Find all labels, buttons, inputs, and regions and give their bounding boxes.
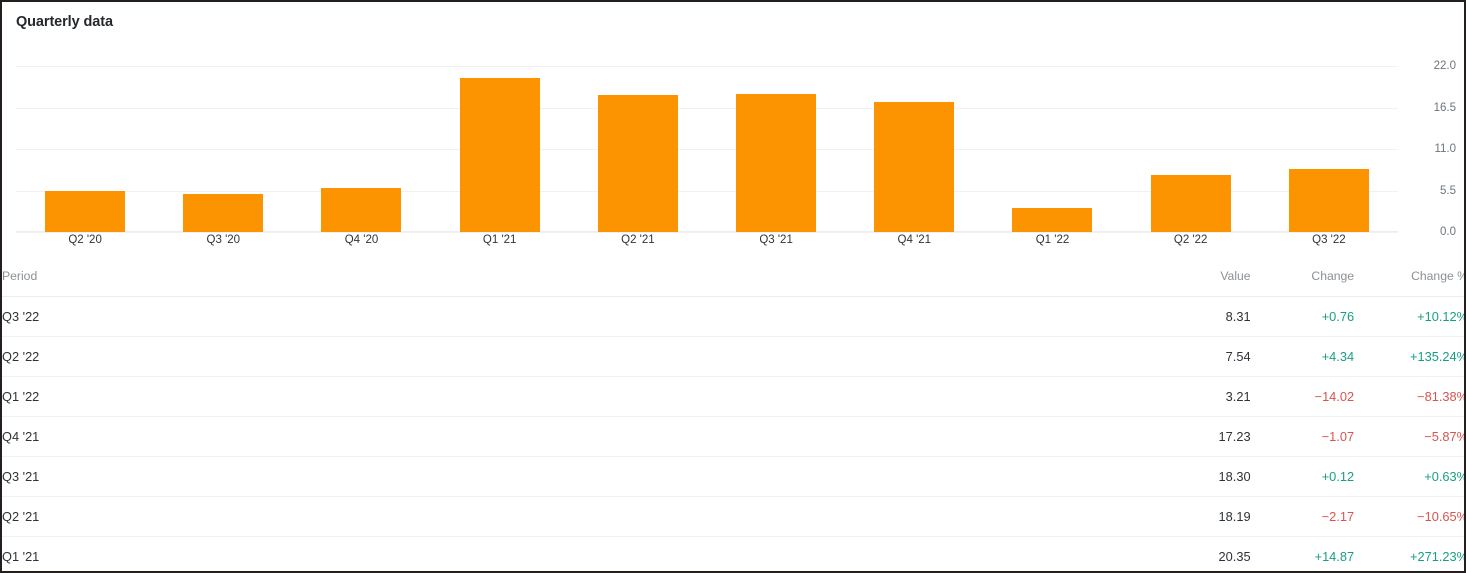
table-row[interactable]: Q1 '22 3.21 −14.02 −81.38% (2, 376, 1464, 417)
x-axis-tick-label: Q1 '21 (482, 234, 517, 246)
x-axis-tick-label: Q3 '21 (759, 234, 793, 246)
y-axis-tick-label: 0.0 (1440, 226, 1456, 238)
bar[interactable] (183, 193, 264, 232)
bar-slot (569, 66, 707, 232)
cell-change-pct: +135.24% (1354, 336, 1464, 377)
cell-period: Q4 '21 (2, 416, 1162, 457)
bar[interactable] (459, 78, 540, 232)
cell-value: 18.30 (1161, 456, 1251, 497)
x-axis-tick-label: Q4 '20 (344, 234, 379, 246)
cell-change: −2.17 (1250, 496, 1355, 537)
data-table: Period Value Change Change % Q3 '22 8.31 +… (2, 256, 1466, 571)
bar-slot (983, 66, 1121, 232)
bar-slot (154, 66, 292, 232)
cell-period: Q3 '21 (2, 456, 1162, 497)
cell-period: Q1 '22 (2, 376, 1162, 417)
gridline (16, 232, 1398, 233)
chart-baseline (16, 231, 1398, 232)
cell-value: 7.54 (1161, 336, 1251, 377)
cell-value: 20.35 (1218, 548, 1251, 564)
bar[interactable] (45, 190, 126, 232)
bar-slot (16, 66, 154, 232)
cell-change-pct: +271.23% (1410, 548, 1466, 564)
gridline (16, 190, 1398, 192)
bar-slot (1122, 66, 1260, 232)
bar[interactable] (1150, 175, 1231, 232)
page-title: Quarterly data (16, 14, 113, 30)
cell-change-pct: +0.63% (1354, 456, 1464, 497)
gridline (16, 149, 1398, 150)
bar[interactable] (1012, 207, 1093, 232)
table-row[interactable]: Q1 '21 20.35 +14.87 +271.23% (2, 536, 1466, 571)
cell-change: +0.12 (1250, 456, 1355, 497)
x-axis-tick-label: Q4 '21 (897, 234, 932, 246)
cell-value: 8.31 (1161, 296, 1251, 337)
bar[interactable] (597, 94, 678, 232)
bar-slot (707, 66, 845, 232)
cell-period: Q1 '21 (2, 548, 40, 564)
x-axis-tick-label: Q2 '20 (68, 234, 102, 246)
bar-slot (292, 66, 430, 232)
table-body: Q3 '22 8.31 +0.76 +10.12% Q2 '22 7.54 +4.34 +13… (2, 296, 1466, 571)
cell-value: 18.19 (1161, 496, 1251, 537)
chart-bars (16, 66, 1398, 232)
gridline (16, 107, 1398, 109)
bar-slot (845, 66, 983, 232)
gridline (16, 66, 1398, 67)
table-row[interactable]: Q2 '22 7.54 +4.34 +135.24% (2, 336, 1464, 377)
cell-value: 17.23 (1161, 416, 1251, 457)
table-row[interactable]: Q4 '21 17.23 −1.07 −5.87% (2, 416, 1464, 457)
x-axis-tick-label: Q2 '22 (1173, 234, 1208, 246)
cell-period: Q2 '22 (2, 336, 1162, 377)
cell-change-pct: +10.12% (1354, 296, 1464, 337)
cell-change-pct: −5.87% (1354, 416, 1464, 457)
cell-value: 3.21 (1161, 376, 1251, 417)
cell-change: −14.02 (1250, 376, 1355, 417)
y-axis-tick-label: 16.5 (1433, 101, 1456, 114)
cell-period: Q2 '21 (2, 496, 1162, 537)
table-head: Period Value Change Change % (2, 256, 1464, 297)
table-row[interactable]: Q2 '21 18.19 −2.17 −10.65% (2, 496, 1464, 537)
y-axis-tick-label: 11.0 (1434, 143, 1456, 155)
cell-change-pct: −10.65% (1354, 496, 1464, 537)
bar-slot (431, 66, 569, 232)
x-axis-tick-label: Q3 '22 (1312, 234, 1346, 246)
table-header-row: Period Value Change Change % (2, 256, 1464, 297)
bar-slot (1260, 66, 1398, 232)
cell-change: −1.07 (1250, 416, 1355, 457)
x-axis-tick-label: Q1 '22 (1035, 234, 1070, 246)
cell-change: +14.87 (1314, 548, 1355, 564)
x-axis-tick-label: Q3 '20 (206, 234, 241, 246)
bar-chart: 22.0 16.5 11.0 5.5 0.0 Q2 '20 Q3 '20 Q4 '20 Q1 … (2, 46, 1464, 246)
y-axis-tick-label: 22.0 (1433, 60, 1456, 72)
table-row[interactable]: Q3 '21 18.30 +0.12 +0.63% (2, 456, 1464, 497)
bar[interactable] (874, 102, 955, 232)
column-header-change-pct[interactable]: Change % (1354, 256, 1464, 297)
cell-change: +0.76 (1250, 296, 1355, 337)
table-row[interactable]: Q3 '22 8.31 +0.76 +10.12% (2, 296, 1464, 337)
column-header-value[interactable]: Value (1161, 256, 1251, 297)
cell-period: Q3 '22 (2, 296, 1162, 337)
column-header-change[interactable]: Change (1250, 256, 1355, 297)
data-table-wrapper: Period Value Change Change % Q3 '22 8.31 +… (2, 256, 1466, 571)
y-axis-tick-label: 5.5 (1440, 184, 1456, 197)
cell-change: +4.34 (1250, 336, 1355, 377)
cell-change-pct: −81.38% (1354, 376, 1464, 417)
x-axis-tick-label: Q2 '21 (621, 234, 655, 246)
column-header-period[interactable]: Period (2, 256, 1162, 297)
bar[interactable] (1288, 169, 1369, 232)
bar[interactable] (736, 93, 817, 232)
bar[interactable] (321, 188, 402, 232)
chart-plot-area (16, 66, 1398, 233)
